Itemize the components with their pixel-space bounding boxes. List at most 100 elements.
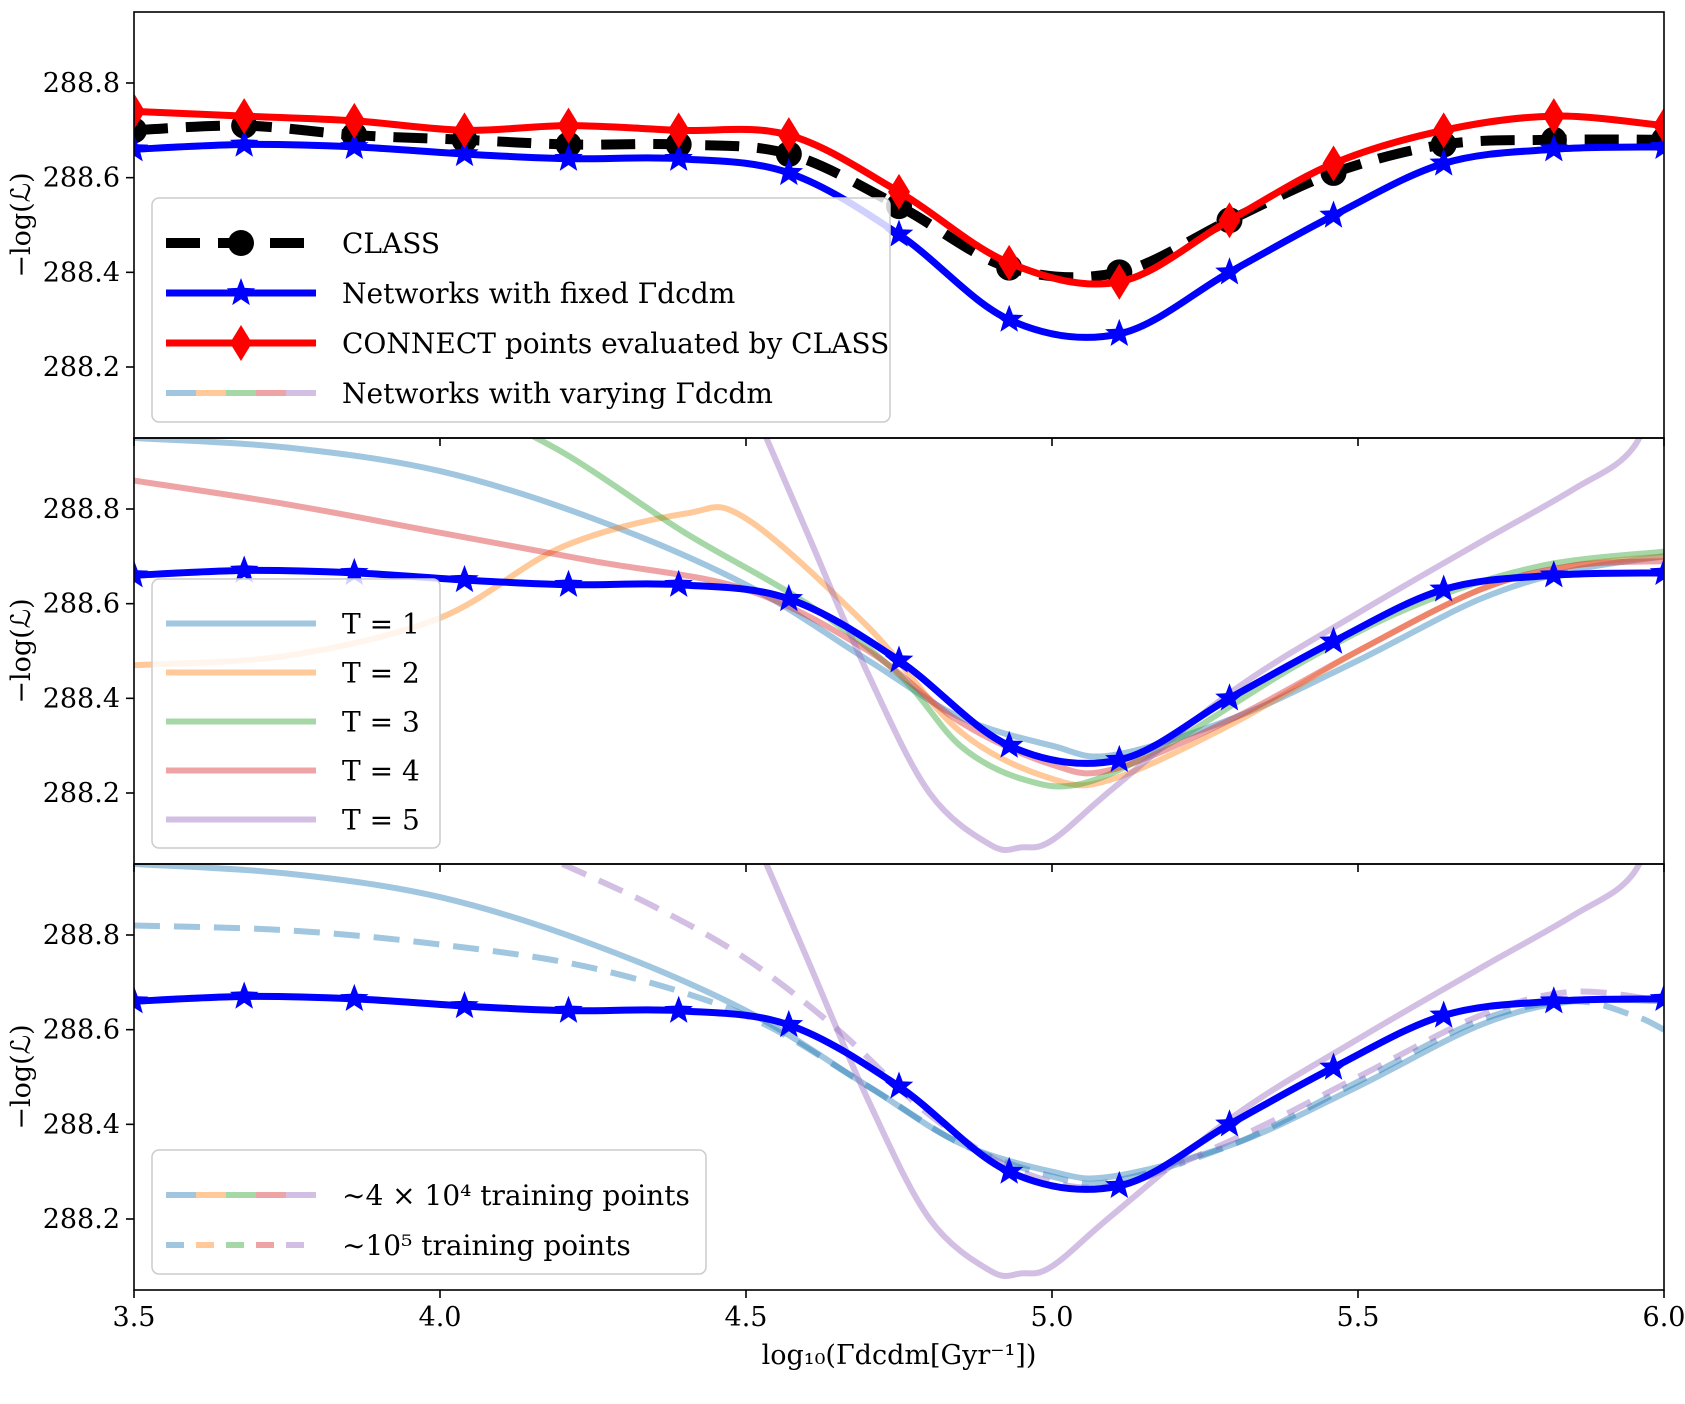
panel-1-series-3-point-12	[1322, 145, 1345, 182]
panel-1-series-1-point-7	[775, 141, 802, 167]
panel-3-y-axis-label: −log(ℒ)	[6, 1024, 37, 1129]
panel-1-series-3-point-9	[998, 244, 1021, 281]
panel-1-series-3-point-15	[1653, 107, 1664, 144]
legend-swatch-marker	[226, 278, 256, 306]
panel-1-series	[134, 93, 1664, 346]
x-tick-label: 4.5	[725, 1302, 768, 1333]
panel-1-series-3-point-14	[1542, 98, 1565, 135]
panel-1-series-2-point-2	[229, 129, 259, 157]
panel-1-series-2-point-3	[340, 131, 369, 159]
panel-2-y-tick-label: 288.2	[43, 778, 120, 809]
panel-3-series-5-point-15	[1649, 983, 1664, 1011]
panel-2-legend: T = 1 T = 2 T = 3 T = 4 T = 5	[151, 578, 441, 849]
panel-2-series-6-point-3	[340, 557, 369, 585]
panel-3-series-5-point-2	[229, 981, 259, 1009]
panel-1-legend: CLASS Networks with fixed Γdcdm CONNECT po…	[151, 197, 891, 423]
panel-1-series-2-point-5	[554, 143, 583, 171]
panel-2-series-line-1	[134, 438, 1664, 760]
panel-1-series-2-point-4	[450, 139, 479, 167]
panel-2-y-tick-label: 288.4	[43, 683, 120, 714]
panel-1-series-2-point-1	[134, 134, 149, 162]
panel-1-series-2-point-15	[1649, 131, 1664, 159]
legend-label: CLASS	[342, 227, 440, 260]
panel-1-series-2-point-11	[1215, 257, 1244, 285]
panel-2-y-axis-label: −log(ℒ)	[6, 598, 37, 703]
panel-1-series-3-point-7	[777, 117, 800, 154]
panel-3-series-5-point-3	[340, 983, 369, 1011]
panel-3-y-tick-label: 288.2	[43, 1204, 120, 1235]
x-tick-label: 5.5	[1337, 1302, 1380, 1333]
panel-3-series-5-point-12	[1319, 1052, 1348, 1080]
panel-1-series-3-point-3	[343, 102, 366, 139]
legend-label: CONNECT points evaluated by CLASS	[342, 327, 889, 360]
panel-3-series-5-point-7	[774, 1009, 804, 1038]
x-tick-label: 3.5	[113, 1302, 156, 1333]
legend-label: Networks with varying Γdcdm	[342, 377, 773, 410]
legend-label: T = 2	[342, 657, 420, 690]
panel-3-series	[134, 864, 1664, 1279]
panel-2-series-6-point-5	[554, 569, 583, 597]
panel-3-series-5-point-9	[994, 1156, 1024, 1184]
panel-3-y-tick-label: 288.4	[43, 1109, 120, 1140]
legend-box	[151, 197, 891, 423]
panel-3-y-tick-label: 288.6	[43, 1015, 120, 1046]
panel-1-series-2-point-7	[774, 157, 804, 186]
panel-2-series-line-5	[763, 438, 1643, 853]
panel-1-series-2-point-13	[1429, 148, 1458, 176]
panel-3-series-5-point-11	[1215, 1109, 1244, 1137]
panel-1-series-2-point-10	[1105, 318, 1134, 346]
legend-label: ∼10⁵ training points	[342, 1229, 631, 1262]
panel-1-y-tick-label: 288.8	[43, 68, 120, 99]
panel-1-series-3-point-8	[888, 173, 910, 210]
panel-2-series-6-point-4	[450, 565, 479, 593]
panel-2-series-6-point-6	[664, 569, 693, 597]
panel-1-y-tick-label: 288.4	[43, 257, 120, 288]
panel-2-series-6-point-12	[1319, 626, 1348, 654]
panel-2-series-6-point-2	[229, 555, 259, 583]
panel-2-series-6-point-7	[774, 583, 804, 612]
panel-3-series-line-3	[763, 864, 1643, 1279]
panel-2-series	[134, 438, 1664, 853]
legend-item: Networks with fixed Γdcdm	[166, 277, 735, 310]
legend-item: T = 1	[166, 608, 420, 641]
panel-2-series-6-point-1	[134, 560, 149, 588]
panel-2-series-6-point-9	[994, 730, 1024, 758]
legend-label: T = 1	[342, 608, 420, 641]
legend-label: T = 4	[342, 755, 420, 788]
legend-box	[151, 578, 441, 849]
panel-3-series-5-point-1	[134, 986, 149, 1014]
panel-1-y-tick-label: 288.6	[43, 163, 120, 194]
panel-1-y-tick-label: 288.2	[43, 352, 120, 383]
panel-1-series-2-point-8	[884, 219, 914, 247]
legend-item: T = 5	[166, 804, 420, 837]
panel-2-y-tick-label: 288.8	[43, 494, 120, 525]
panel-3-series-5-point-14	[1539, 986, 1569, 1014]
panel-1-series-3-point-4	[453, 112, 476, 149]
panel-3-series-5-point-8	[884, 1071, 914, 1099]
panel-1-series-3-point-13	[1432, 112, 1455, 149]
legend-item: T = 2	[166, 657, 420, 690]
panel-2-series-line-3	[530, 438, 1664, 790]
panel-1-series-3-point-6	[667, 112, 690, 149]
panel-2-series-line-2	[134, 504, 1664, 789]
panel-1-series-2-point-14	[1539, 134, 1569, 162]
panel-3-series-5-point-13	[1429, 1000, 1458, 1028]
panel-1-series-3-point-2	[233, 98, 256, 135]
panel-3-series-5-point-5	[554, 995, 583, 1023]
legend-box	[151, 1149, 707, 1275]
legend-item: T = 3	[166, 706, 420, 739]
x-axis-label: log₁₀(Γdcdm[Gyr⁻¹])	[762, 1340, 1037, 1371]
panel-3-legend: ∼4 × 10⁴ training points ∼10⁵ training po…	[151, 1149, 707, 1275]
legend-swatch-marker	[228, 230, 254, 256]
panel-3-series-5-point-4	[450, 991, 479, 1019]
panel-2-series-line-4	[134, 477, 1664, 777]
legend-item: CLASS	[166, 227, 440, 260]
legend-label: T = 3	[342, 706, 420, 739]
panel-2-series-6-point-11	[1215, 683, 1244, 711]
panel-3-series-line-2	[134, 922, 1664, 1187]
panel-3-series-5-point-6	[664, 995, 693, 1023]
legend-label: Networks with fixed Γdcdm	[342, 277, 735, 310]
legend-swatch-marker	[230, 325, 252, 361]
legend-item: CONNECT points evaluated by CLASS	[166, 325, 889, 361]
panel-3-frame	[133, 863, 1665, 1291]
